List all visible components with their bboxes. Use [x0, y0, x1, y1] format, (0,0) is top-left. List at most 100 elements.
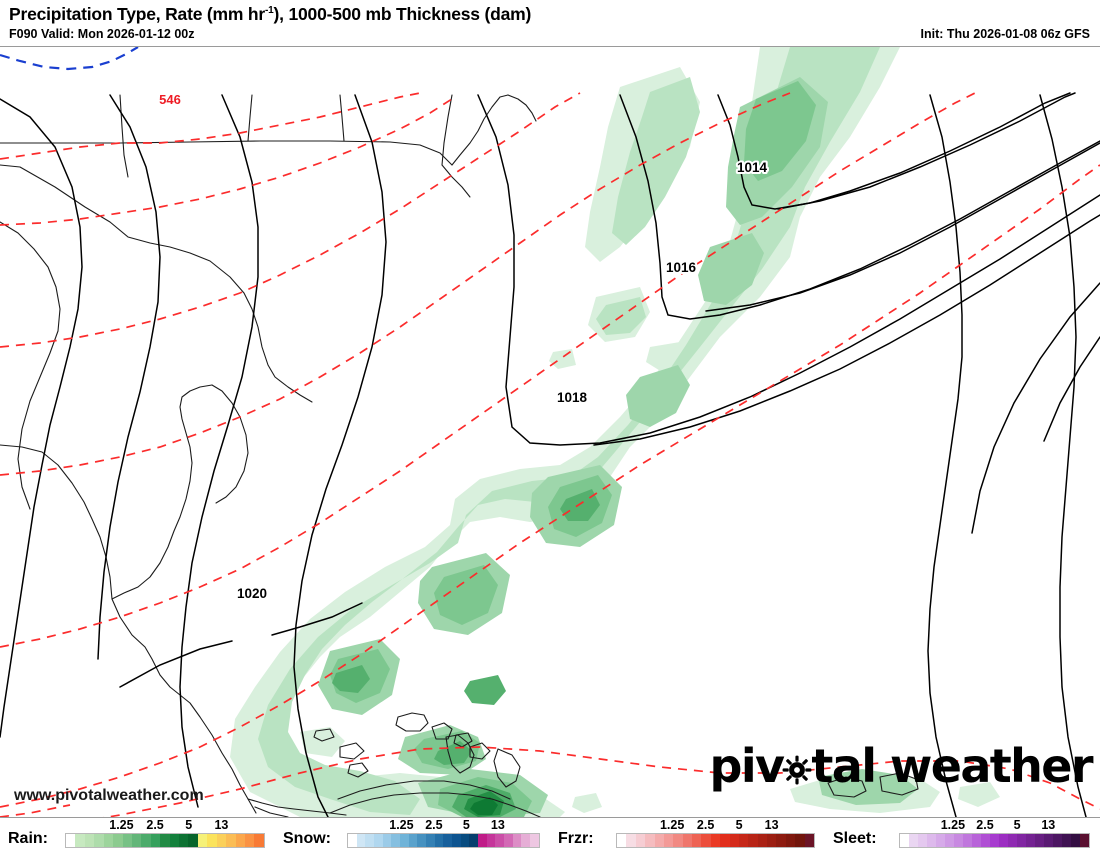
legend-swatch: [113, 834, 123, 847]
legend-swatch: [1062, 834, 1071, 847]
island-far-1: [827, 776, 867, 798]
logo-text-part1: piv: [709, 739, 785, 793]
legend-swatch: [150, 834, 161, 847]
isobar-line-k: [971, 282, 1100, 534]
isobar-line-e: [477, 94, 1100, 446]
legend-swatch: [469, 834, 479, 847]
site-url-label: www.pivotalweather.com: [14, 787, 204, 804]
thickness-contour-cold-1: [0, 47, 139, 71]
legend-tick-label: 2.5: [696, 818, 715, 832]
legend-swatch: [417, 834, 427, 847]
gear-sun-icon: [782, 755, 812, 785]
legend-tick-label: 13: [764, 818, 779, 832]
precip-patch-light-5: [549, 349, 576, 369]
precip-cell-dark-3: [626, 365, 690, 427]
legend-tick-label: 13: [214, 818, 229, 832]
legend-swatch: [530, 834, 539, 847]
legend-colorbar-rain[interactable]: [65, 833, 265, 848]
isobar-line-a: [0, 98, 83, 738]
legend-swatch: [443, 834, 453, 847]
legend-ticks-snow: 1.25 2.5 5 13: [347, 818, 538, 832]
legend-swatch: [504, 834, 513, 847]
precip-patch-light-9: [300, 727, 345, 757]
title-prefix: Precipitation Type, Rate (mm hr: [9, 4, 266, 24]
legend-swatch: [954, 834, 963, 847]
valid-time-label: F090 Valid: Mon 2026-01-12 00z: [9, 27, 195, 41]
legend-colorbar-sleet[interactable]: [899, 833, 1090, 848]
legend-swatch: [909, 834, 918, 847]
island-small-1: [313, 728, 335, 742]
map-canvas[interactable]: 1014 1014 1016 1016 1018 1018 1020 1020 546 546 p…: [0, 46, 1100, 818]
legend-swatch: [785, 834, 796, 847]
legend-tick-label: 13: [490, 818, 505, 832]
legend-swatch: [1044, 834, 1053, 847]
legend-swatch: [356, 834, 366, 847]
legend-tick-label: 13: [1041, 818, 1056, 832]
legend-swatch: [673, 834, 683, 847]
coastlines-layer: [0, 94, 919, 817]
island-bahamas-3: [453, 732, 473, 748]
legend-swatch: [682, 834, 692, 847]
legend-swatch: [235, 834, 246, 847]
thickness-contour-7: [0, 804, 71, 817]
legend-swatch: [729, 834, 739, 847]
legend-ticks-rain: 1.25 2.5 5 13: [65, 818, 263, 832]
coastline-florida-west: [111, 598, 257, 814]
legend-swatch: [94, 834, 104, 847]
legend-label-snow: Snow:: [283, 830, 331, 847]
init-time-label: Init: Thu 2026-01-08 06z GFS: [920, 27, 1091, 41]
precipitation-shading: [230, 47, 1000, 817]
border-state-5: [339, 94, 345, 142]
coastline-gulf: [0, 164, 313, 403]
thickness-contour-3: [0, 92, 581, 348]
legend-swatch: [495, 834, 505, 847]
label-halo: 1016: [666, 260, 697, 275]
thickness-contour-2: [0, 96, 456, 226]
thickness-cold-layer: [0, 47, 139, 71]
thickness-label-546: 546: [159, 92, 181, 107]
isobar-line-d: [293, 94, 387, 817]
title-superscript: -1: [265, 5, 274, 17]
legend-swatch: [1053, 834, 1062, 847]
coastline-atlantic2: [441, 164, 471, 198]
isobar-line-c: [179, 94, 259, 808]
precip-patch-light-8: [572, 793, 602, 813]
legend-tick-label: 5: [1013, 818, 1021, 832]
legend-colorbar-snow[interactable]: [347, 833, 540, 848]
isobar-1018-seg: [593, 214, 1100, 446]
thickness-contour-bottom: [102, 746, 1100, 817]
legend-swatch: [981, 834, 990, 847]
title-suffix: ), 1000-500 mb Thickness (dam): [273, 4, 532, 24]
legend-tick-label: 5: [185, 818, 193, 832]
coastline-atlantic: [451, 94, 509, 166]
thickness-contour-4: [0, 92, 791, 476]
legend-swatch: [1071, 834, 1080, 847]
precip-core-bahamas-2: [464, 675, 506, 705]
label-halo: 546: [159, 92, 181, 107]
coastline-gulfcoast-curve: [211, 384, 249, 504]
legend-swatch: [1035, 834, 1044, 847]
legend-swatch: [245, 834, 255, 847]
map-header: Precipitation Type, Rate (mm hr-1), 1000…: [0, 0, 1100, 46]
isobar-layer: [0, 92, 1100, 817]
legend-tick-label: 2.5: [425, 818, 443, 832]
isobar-label-1020: 1020: [237, 586, 267, 601]
legend-ticks-sleet: 1.25 2.5 5 13: [899, 818, 1088, 832]
legend-swatch: [521, 834, 531, 847]
legend-bar: Rain: 1.25 2.5 5 13 Snow: 1.25 2.5 5 13 Frzr: 1.25 2…: [0, 818, 1100, 850]
legend-swatch: [936, 834, 945, 847]
isobar-label-1016: 1016: [666, 260, 697, 275]
isobar-line-f: [619, 94, 1100, 320]
isobar-1020-right: [271, 602, 363, 636]
legend-colorbar-frzr[interactable]: [616, 833, 815, 848]
legend-swatch: [160, 834, 170, 847]
precip-cell-dark-2: [698, 233, 764, 305]
legend-group-frzr: Frzr: 1.25 2.5 5 13: [550, 818, 825, 850]
legend-tick-label: 1.25: [940, 818, 966, 832]
legend-swatch: [945, 834, 954, 847]
legend-swatch: [452, 834, 461, 847]
island-small-2: [347, 762, 369, 778]
legend-swatch: [1026, 834, 1035, 847]
legend-swatch: [999, 834, 1008, 847]
